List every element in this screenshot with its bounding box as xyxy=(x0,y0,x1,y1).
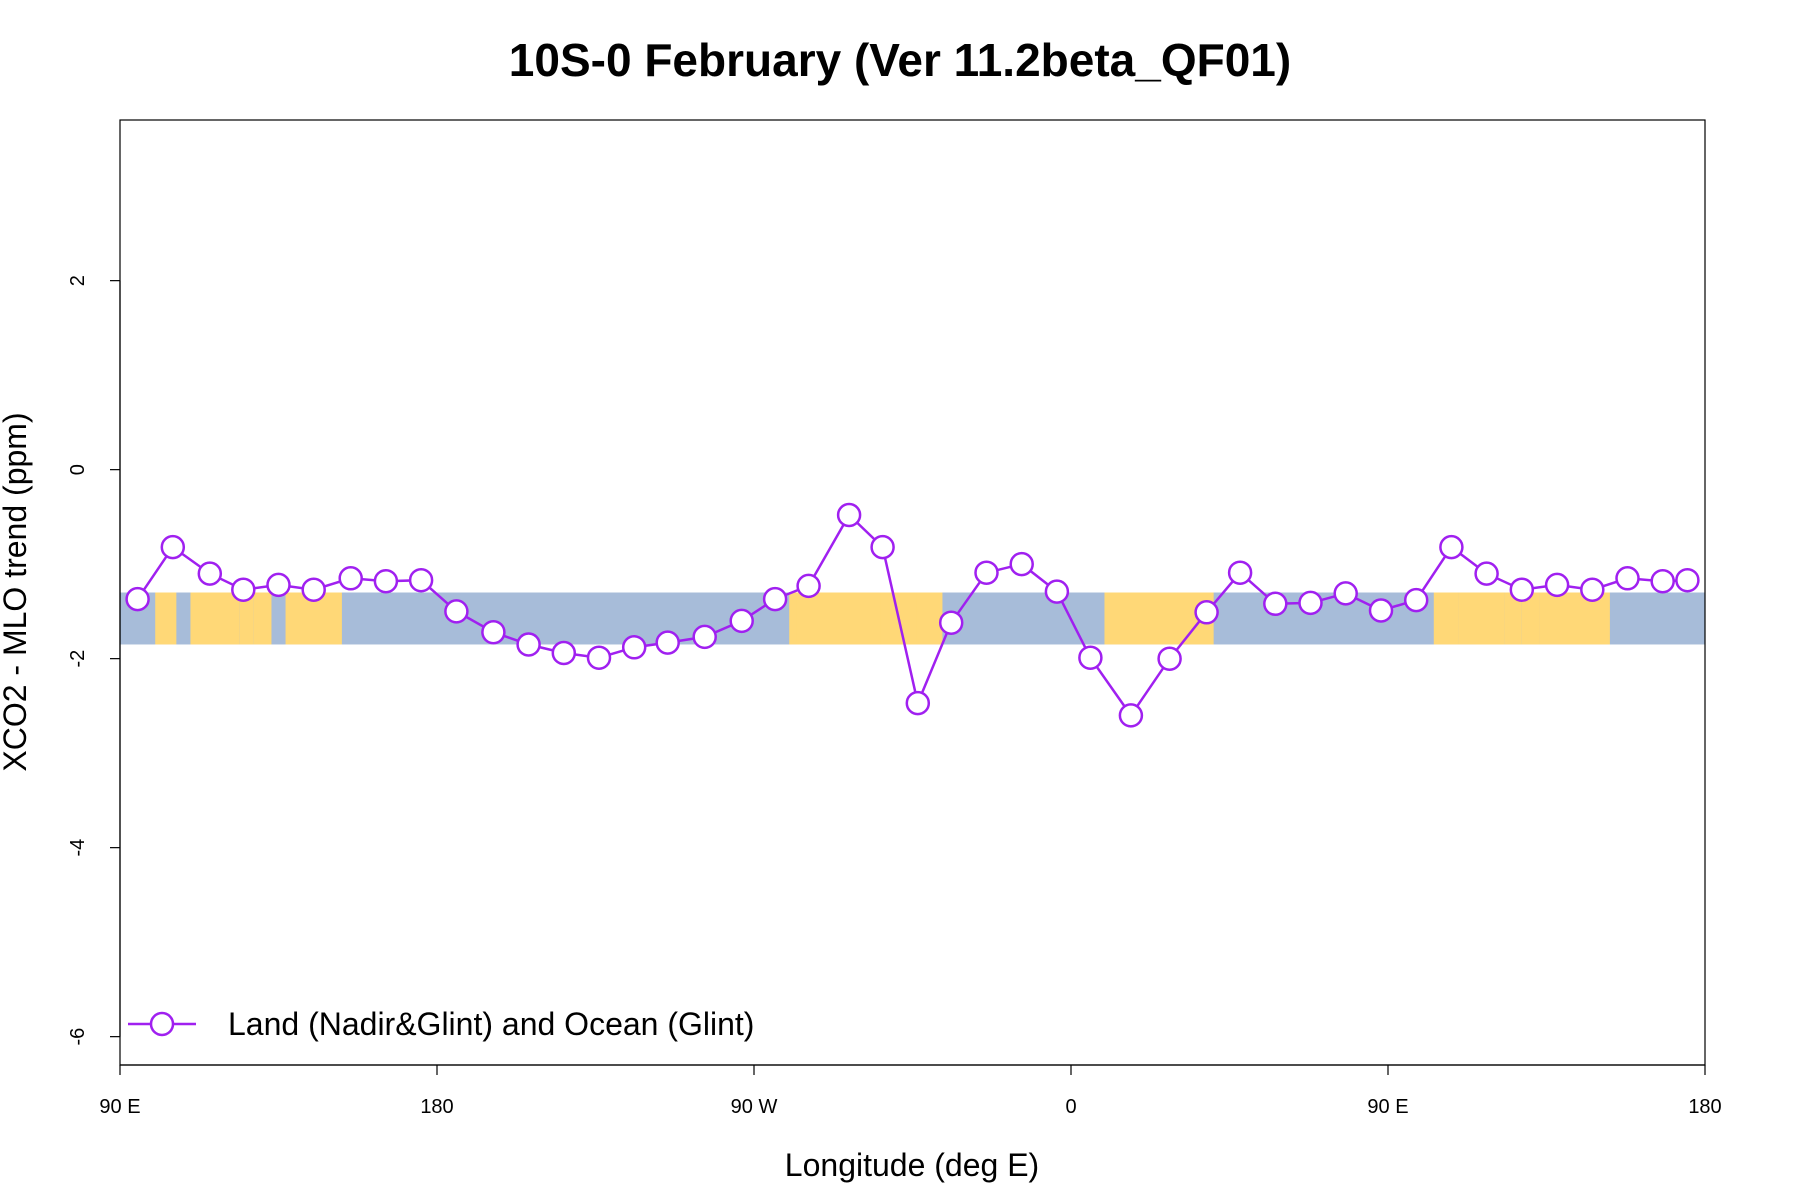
data-point xyxy=(197,561,223,586)
data-point xyxy=(1044,579,1070,604)
data-point xyxy=(1403,587,1429,613)
data-point xyxy=(516,632,541,657)
data-point xyxy=(1474,561,1499,586)
y-tick-label: 0 xyxy=(67,464,89,475)
x-tick-label: 90 W xyxy=(731,1096,778,1118)
x-tick-label: 90 E xyxy=(1367,1096,1408,1118)
y-tick-label: -2 xyxy=(67,650,89,668)
legend-label: Land (Nadir&Glint) and Ocean (Glint) xyxy=(228,1006,754,1042)
data-point xyxy=(729,608,754,634)
data-point xyxy=(1509,577,1535,602)
land-patch xyxy=(1476,592,1505,645)
data-point xyxy=(266,572,291,598)
data-point xyxy=(586,645,612,670)
data-point xyxy=(1298,590,1323,616)
land-patch xyxy=(1104,592,1214,645)
data-point xyxy=(905,690,931,716)
data-point xyxy=(125,586,150,612)
data-point xyxy=(870,534,895,560)
data-point xyxy=(1333,581,1358,606)
data-point xyxy=(938,610,964,635)
data-point xyxy=(1157,646,1182,671)
land-patch xyxy=(796,592,943,645)
land-patch xyxy=(1539,592,1610,645)
data-point xyxy=(551,640,577,666)
data-series xyxy=(125,502,1700,728)
data-point xyxy=(444,599,469,624)
data-point xyxy=(692,624,717,650)
x-tick-label: 0 xyxy=(1065,1096,1076,1118)
data-point xyxy=(231,577,256,602)
data-point xyxy=(974,560,999,585)
chart-title: 10S-0 February (Ver 11.2beta_QF01) xyxy=(509,34,1291,86)
data-point xyxy=(373,568,399,594)
data-point xyxy=(1194,600,1219,625)
land-patch xyxy=(155,592,177,645)
legend: Land (Nadir&Glint) and Ocean (Glint) xyxy=(128,1006,754,1042)
data-point xyxy=(1009,551,1034,577)
data-point xyxy=(1615,566,1640,591)
x-tick-label: 90 E xyxy=(99,1096,140,1118)
land-patch xyxy=(253,592,272,645)
land-patch xyxy=(1433,592,1459,645)
y-tick-label: -4 xyxy=(67,839,89,857)
y-tick-label: -6 xyxy=(67,1028,89,1046)
data-point xyxy=(655,630,680,655)
land-patch xyxy=(239,592,254,645)
axes: 90 E 180 90 W 0 90 E 180 -6 -4 -2 0 2 xyxy=(67,275,1722,1118)
data-point xyxy=(1580,577,1605,602)
legend-marker-swatch xyxy=(149,1011,175,1037)
data-point xyxy=(338,566,363,591)
background-map-band xyxy=(120,592,1705,645)
land-patch xyxy=(1504,592,1522,645)
data-point xyxy=(1118,703,1144,728)
data-point xyxy=(1675,567,1700,593)
data-point xyxy=(796,573,821,599)
data-point xyxy=(1439,534,1464,560)
data-point xyxy=(481,619,506,645)
x-tick-label: 180 xyxy=(420,1096,453,1118)
y-tick-label: 2 xyxy=(67,275,89,286)
land-patch xyxy=(1521,592,1540,645)
land-patch xyxy=(789,592,800,645)
data-point xyxy=(836,502,862,528)
data-point xyxy=(160,534,186,560)
data-point xyxy=(301,577,326,602)
x-axis-label: Longitude (deg E) xyxy=(785,1147,1039,1183)
data-point xyxy=(1544,572,1570,598)
data-point xyxy=(408,567,434,593)
data-point xyxy=(1650,568,1675,594)
data-point xyxy=(1227,560,1253,585)
data-point xyxy=(621,635,647,660)
x-tick-label: 180 xyxy=(1688,1096,1721,1118)
land-patch xyxy=(190,592,223,645)
data-point xyxy=(1368,598,1394,623)
data-point xyxy=(762,586,788,612)
y-axis-label: XCO2 - MLO trend (ppm) xyxy=(0,412,33,771)
data-point xyxy=(1078,645,1103,670)
land-patch xyxy=(220,592,240,645)
data-point xyxy=(1263,591,1288,617)
